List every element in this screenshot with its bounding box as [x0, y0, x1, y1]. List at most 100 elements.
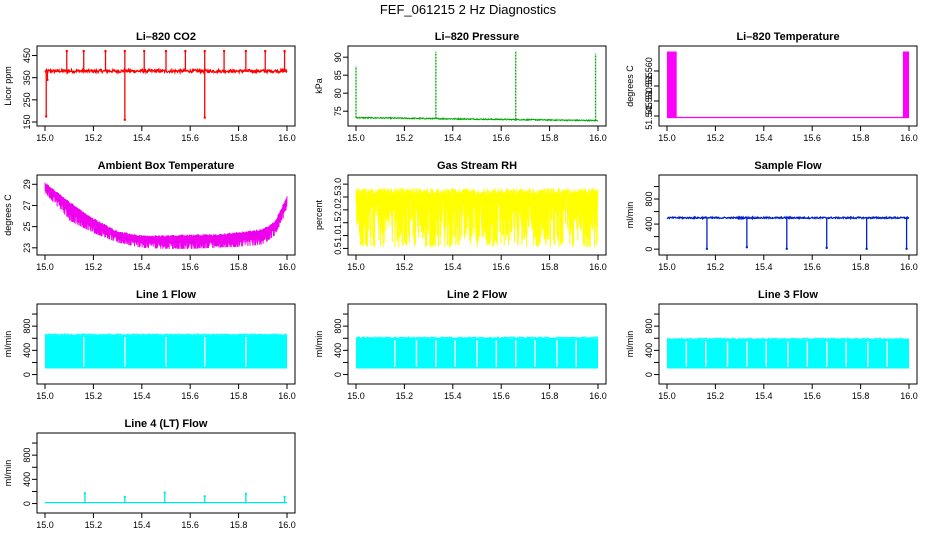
chart-panel-8: Line 2 Flow 15.0 15.2 15.4 15.6 15.8 16.0 0 400 8…	[314, 289, 607, 401]
chart-panel-3: Li–820 Temperature 15.0 15.2 15.4 15.6 15.8 16…	[625, 31, 918, 143]
chart-title: Line 4 (LT) Flow	[125, 418, 208, 430]
y-tick-label: 400	[644, 343, 654, 358]
chart-panel-2: Li–820 Pressure 15.0 15.2 15.4 15.6 15.8 16.0 7…	[314, 31, 607, 143]
series-point	[65, 49, 68, 53]
plot-frame	[347, 45, 607, 127]
series-point	[123, 495, 127, 499]
series-point	[104, 49, 107, 53]
series-point	[745, 246, 749, 249]
y-tick-label: 2.5	[333, 191, 343, 204]
series-point	[705, 247, 709, 251]
series-point	[283, 495, 286, 499]
x-tick-label: 15.8	[541, 391, 559, 401]
x-tick-label: 15.8	[852, 391, 870, 401]
x-tick-label: 15.2	[707, 391, 725, 401]
x-tick-label: 15.2	[85, 133, 103, 143]
chart-panel-7: Line 1 Flow 15.0 15.2 15.4 15.6 15.8 16.0 0 400 8…	[3, 289, 296, 401]
y-tick-label: 0.5	[333, 242, 343, 255]
y-tick-label: 400	[22, 343, 32, 358]
x-tick-label: 15.8	[541, 133, 559, 143]
x-tick-label: 15.0	[658, 133, 676, 143]
series-point	[123, 49, 127, 53]
series-block	[902, 51, 909, 118]
x-tick-label: 15.0	[658, 262, 676, 272]
series-point	[123, 118, 127, 121]
series-line	[355, 335, 599, 340]
y-axis-label: ml/min	[625, 331, 635, 358]
x-tick-label: 15.6	[181, 391, 199, 401]
y-tick-label: 800	[22, 448, 32, 463]
x-tick-label: 16.0	[278, 391, 296, 401]
series-point	[865, 247, 868, 251]
x-tick-label: 16.0	[278, 262, 296, 272]
x-tick-label: 16.0	[900, 391, 918, 401]
x-tick-label: 16.0	[278, 133, 296, 143]
series-block	[667, 51, 677, 118]
y-tick-label: 3.0	[333, 178, 343, 191]
x-tick-label: 15.8	[230, 262, 248, 272]
series-point	[825, 246, 828, 250]
x-tick-label: 15.0	[347, 262, 365, 272]
plot-frame	[658, 45, 918, 127]
plot-frame	[36, 432, 296, 514]
chart-panel-1: Li–820 CO2 15.0 15.2 15.4 15.6 15.8 16.0 150 250…	[3, 31, 296, 143]
series-point	[203, 116, 206, 119]
figure-title: FEF_061215 2 Hz Diagnostics	[379, 2, 557, 17]
y-tick-label: 800	[644, 192, 654, 207]
y-tick-label: 51.545	[644, 102, 654, 130]
series-point	[164, 49, 168, 53]
x-tick-label: 15.4	[444, 262, 462, 272]
x-tick-label: 15.6	[803, 133, 821, 143]
y-axis-label: ml/min	[625, 202, 635, 229]
chart-title: Li–820 Temperature	[736, 31, 839, 43]
x-tick-label: 15.2	[707, 262, 725, 272]
y-tick-label: 0	[644, 372, 654, 377]
y-tick-label: 25	[22, 222, 32, 232]
plot-frame	[347, 303, 607, 385]
series-point	[82, 49, 85, 53]
y-axis-label: kPa	[314, 78, 324, 94]
y-axis-label: degrees C	[3, 194, 13, 236]
y-tick-label: 23	[22, 243, 32, 253]
y-tick-label: 800	[22, 319, 32, 334]
chart-title: Li–820 Pressure	[435, 31, 519, 43]
y-tick-label: 29	[22, 179, 32, 189]
y-tick-label: 400	[644, 217, 654, 232]
chart-title: Line 3 Flow	[758, 289, 818, 301]
y-tick-label: 250	[22, 92, 32, 107]
series-point	[244, 492, 248, 496]
x-tick-label: 16.0	[278, 520, 296, 530]
x-tick-label: 15.8	[541, 262, 559, 272]
x-tick-label: 15.0	[347, 133, 365, 143]
chart-panel-9: Line 3 Flow 15.0 15.2 15.4 15.6 15.8 16.0 0 400 8…	[625, 289, 918, 401]
x-tick-label: 15.6	[803, 391, 821, 401]
y-tick-label: 51.560	[644, 57, 654, 85]
y-tick-label: 80	[333, 88, 343, 98]
series-line	[355, 187, 599, 248]
plot-frame	[36, 303, 296, 385]
y-tick-label: 400	[22, 472, 32, 487]
x-tick-label: 15.4	[133, 520, 151, 530]
series-point	[83, 492, 87, 495]
x-tick-label: 15.0	[658, 391, 676, 401]
x-tick-label: 15.6	[181, 133, 199, 143]
x-tick-label: 16.0	[589, 262, 607, 272]
x-tick-label: 15.8	[230, 133, 248, 143]
series-line	[666, 215, 910, 221]
series-line	[666, 337, 910, 341]
series-point	[905, 247, 908, 251]
y-tick-label: 800	[644, 319, 654, 334]
y-tick-label: 75	[333, 106, 343, 116]
y-tick-label: 350	[22, 70, 32, 85]
x-tick-label: 15.0	[36, 262, 54, 272]
plot-frame	[36, 174, 296, 256]
x-tick-label: 15.4	[755, 391, 773, 401]
x-tick-label: 15.2	[396, 133, 414, 143]
y-axis-label: percent	[314, 199, 324, 230]
series-point	[143, 49, 146, 53]
x-tick-label: 15.0	[36, 391, 54, 401]
series-line	[45, 332, 288, 337]
x-tick-label: 16.0	[589, 133, 607, 143]
x-tick-label: 15.8	[230, 391, 248, 401]
